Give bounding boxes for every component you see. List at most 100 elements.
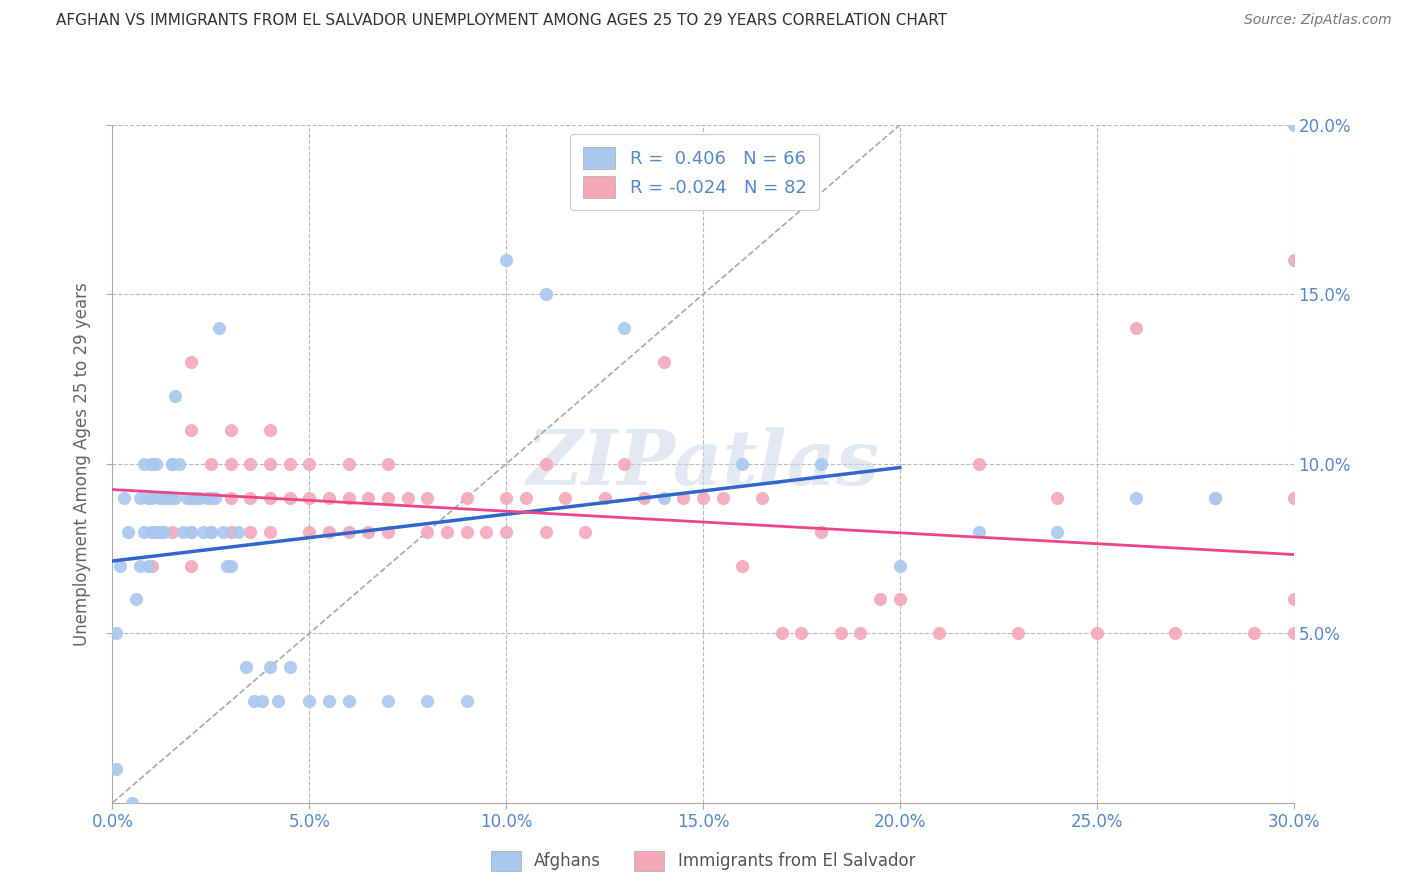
Point	[152, 491, 174, 505]
Point	[318, 694, 340, 708]
Point	[149, 491, 172, 505]
Point	[515, 491, 537, 505]
Point	[132, 457, 155, 471]
Point	[869, 592, 891, 607]
Point	[141, 524, 163, 539]
Point	[1007, 626, 1029, 640]
Point	[889, 592, 911, 607]
Point	[250, 694, 273, 708]
Point	[165, 491, 187, 505]
Point	[219, 524, 242, 539]
Point	[259, 423, 281, 437]
Point	[416, 524, 439, 539]
Point	[141, 524, 163, 539]
Point	[180, 558, 202, 573]
Text: AFGHAN VS IMMIGRANTS FROM EL SALVADOR UNEMPLOYMENT AMONG AGES 25 TO 29 YEARS COR: AFGHAN VS IMMIGRANTS FROM EL SALVADOR UN…	[56, 13, 948, 29]
Point	[136, 558, 159, 573]
Point	[1243, 626, 1265, 640]
Point	[1046, 524, 1069, 539]
Point	[141, 457, 163, 471]
Point	[318, 524, 340, 539]
Point	[298, 694, 321, 708]
Point	[188, 491, 211, 505]
Point	[534, 287, 557, 301]
Point	[112, 491, 135, 505]
Point	[267, 694, 290, 708]
Point	[160, 491, 183, 505]
Point	[259, 660, 281, 674]
Point	[436, 524, 458, 539]
Point	[141, 491, 163, 505]
Point	[967, 457, 990, 471]
Point	[475, 524, 498, 539]
Point	[416, 694, 439, 708]
Point	[830, 626, 852, 640]
Point	[298, 491, 321, 505]
Point	[191, 524, 214, 539]
Point	[278, 491, 301, 505]
Point	[849, 626, 872, 640]
Point	[652, 491, 675, 505]
Point	[790, 626, 813, 640]
Point	[337, 694, 360, 708]
Point	[337, 491, 360, 505]
Point	[1282, 253, 1305, 268]
Point	[731, 558, 754, 573]
Point	[337, 457, 360, 471]
Point	[1204, 491, 1226, 505]
Point	[208, 321, 231, 335]
Point	[928, 626, 950, 640]
Y-axis label: Unemployment Among Ages 25 to 29 years: Unemployment Among Ages 25 to 29 years	[73, 282, 91, 646]
Point	[416, 491, 439, 505]
Point	[180, 491, 202, 505]
Point	[278, 660, 301, 674]
Point	[731, 457, 754, 471]
Point	[180, 524, 202, 539]
Point	[200, 457, 222, 471]
Point	[1125, 321, 1147, 335]
Point	[172, 524, 194, 539]
Point	[1204, 491, 1226, 505]
Point	[259, 491, 281, 505]
Point	[377, 457, 399, 471]
Point	[219, 457, 242, 471]
Point	[259, 457, 281, 471]
Text: Source: ZipAtlas.com: Source: ZipAtlas.com	[1244, 13, 1392, 28]
Point	[136, 491, 159, 505]
Point	[165, 389, 187, 403]
Point	[129, 558, 152, 573]
Point	[129, 491, 152, 505]
Point	[219, 491, 242, 505]
Point	[534, 457, 557, 471]
Point	[169, 457, 191, 471]
Point	[298, 457, 321, 471]
Point	[711, 491, 734, 505]
Point	[180, 355, 202, 369]
Point	[495, 524, 517, 539]
Point	[593, 491, 616, 505]
Point	[613, 321, 636, 335]
Point	[105, 762, 128, 776]
Point	[239, 457, 262, 471]
Point	[298, 524, 321, 539]
Point	[495, 491, 517, 505]
Point	[215, 558, 238, 573]
Point	[456, 694, 478, 708]
Point	[160, 457, 183, 471]
Point	[243, 694, 266, 708]
Point	[1282, 592, 1305, 607]
Point	[235, 660, 257, 674]
Point	[239, 491, 262, 505]
Point	[377, 694, 399, 708]
Point	[889, 558, 911, 573]
Point	[1125, 491, 1147, 505]
Point	[152, 524, 174, 539]
Point	[149, 524, 172, 539]
Point	[239, 524, 262, 539]
Point	[110, 558, 132, 573]
Point	[219, 423, 242, 437]
Point	[117, 524, 139, 539]
Point	[105, 626, 128, 640]
Point	[219, 558, 242, 573]
Point	[176, 491, 198, 505]
